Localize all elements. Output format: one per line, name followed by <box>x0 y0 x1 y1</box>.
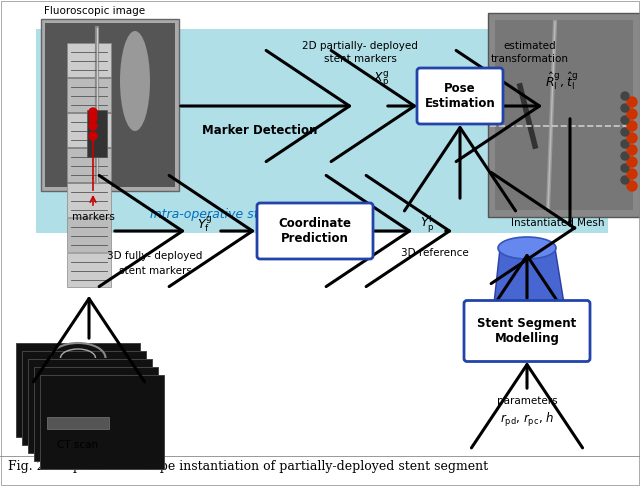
FancyBboxPatch shape <box>417 68 503 124</box>
FancyBboxPatch shape <box>67 253 111 287</box>
Circle shape <box>621 140 629 148</box>
Text: Marker Detection: Marker Detection <box>202 124 317 137</box>
Text: estimated: estimated <box>504 41 556 51</box>
Ellipse shape <box>120 31 150 131</box>
Polygon shape <box>490 248 570 340</box>
Text: 3D fully- deployed: 3D fully- deployed <box>108 251 203 261</box>
Circle shape <box>627 181 637 191</box>
FancyBboxPatch shape <box>67 78 111 112</box>
FancyBboxPatch shape <box>67 183 111 217</box>
Text: parameters: parameters <box>497 396 557 406</box>
FancyBboxPatch shape <box>67 113 111 147</box>
Circle shape <box>621 92 629 100</box>
Text: Stent Segment
Modelling: Stent Segment Modelling <box>477 317 577 345</box>
Text: Intra-operative stage: Intra-operative stage <box>150 208 282 221</box>
Circle shape <box>89 114 97 122</box>
Text: 3D reference: 3D reference <box>401 248 469 258</box>
FancyBboxPatch shape <box>87 110 107 157</box>
Text: $X_{\rm p}^{\rm g}$: $X_{\rm p}^{\rm g}$ <box>373 69 390 89</box>
Circle shape <box>89 132 97 140</box>
Circle shape <box>621 104 629 112</box>
Circle shape <box>627 169 637 179</box>
Circle shape <box>621 116 629 124</box>
FancyBboxPatch shape <box>464 300 590 362</box>
Circle shape <box>627 145 637 155</box>
Text: stent markers: stent markers <box>324 54 396 64</box>
FancyBboxPatch shape <box>488 13 640 217</box>
Circle shape <box>627 121 637 131</box>
FancyBboxPatch shape <box>34 367 158 461</box>
Text: Coordinate
Prediction: Coordinate Prediction <box>278 217 351 245</box>
Text: Fig. 2.   Pipeline for shape instantiation of partially-deployed stent segment: Fig. 2. Pipeline for shape instantiation… <box>8 460 488 473</box>
Circle shape <box>627 109 637 119</box>
Text: Fluoroscopic image: Fluoroscopic image <box>44 6 145 16</box>
Text: 2D partially- deployed: 2D partially- deployed <box>302 41 418 51</box>
Text: transformation: transformation <box>491 54 569 64</box>
FancyBboxPatch shape <box>67 43 111 77</box>
Text: $\hat{R}_{\rm l}^{\rm g},\hat{t}_{\rm l}^{\rm g}$: $\hat{R}_{\rm l}^{\rm g},\hat{t}_{\rm l}… <box>545 70 578 92</box>
Ellipse shape <box>509 332 551 348</box>
FancyBboxPatch shape <box>45 23 175 187</box>
Text: $Y_{\rm f}^{\rm g}$: $Y_{\rm f}^{\rm g}$ <box>197 214 212 234</box>
Circle shape <box>627 133 637 143</box>
FancyBboxPatch shape <box>67 218 111 252</box>
Text: Pose
Estimation: Pose Estimation <box>424 82 495 110</box>
FancyBboxPatch shape <box>41 19 179 191</box>
FancyBboxPatch shape <box>40 375 164 469</box>
Circle shape <box>621 152 629 160</box>
FancyBboxPatch shape <box>22 351 146 445</box>
FancyBboxPatch shape <box>495 20 633 210</box>
Text: $Y_{\rm p}^{\rm l}$: $Y_{\rm p}^{\rm l}$ <box>420 213 435 235</box>
FancyBboxPatch shape <box>47 417 109 429</box>
Ellipse shape <box>498 237 556 259</box>
Circle shape <box>89 122 97 130</box>
Text: $r_{\rm pd}$, $r_{\rm pc}$, $h$: $r_{\rm pd}$, $r_{\rm pc}$, $h$ <box>500 411 554 429</box>
Circle shape <box>621 128 629 136</box>
Circle shape <box>627 157 637 167</box>
FancyBboxPatch shape <box>16 343 140 437</box>
Text: stent markers: stent markers <box>118 266 191 276</box>
FancyBboxPatch shape <box>257 203 373 259</box>
FancyBboxPatch shape <box>36 29 608 233</box>
Text: CT scan: CT scan <box>58 440 99 450</box>
Circle shape <box>89 108 97 116</box>
FancyBboxPatch shape <box>67 148 111 182</box>
Circle shape <box>627 97 637 107</box>
Text: markers: markers <box>72 212 115 222</box>
Circle shape <box>621 176 629 184</box>
Text: Instantiated Mesh: Instantiated Mesh <box>511 218 605 228</box>
Circle shape <box>621 164 629 172</box>
FancyBboxPatch shape <box>28 359 152 453</box>
